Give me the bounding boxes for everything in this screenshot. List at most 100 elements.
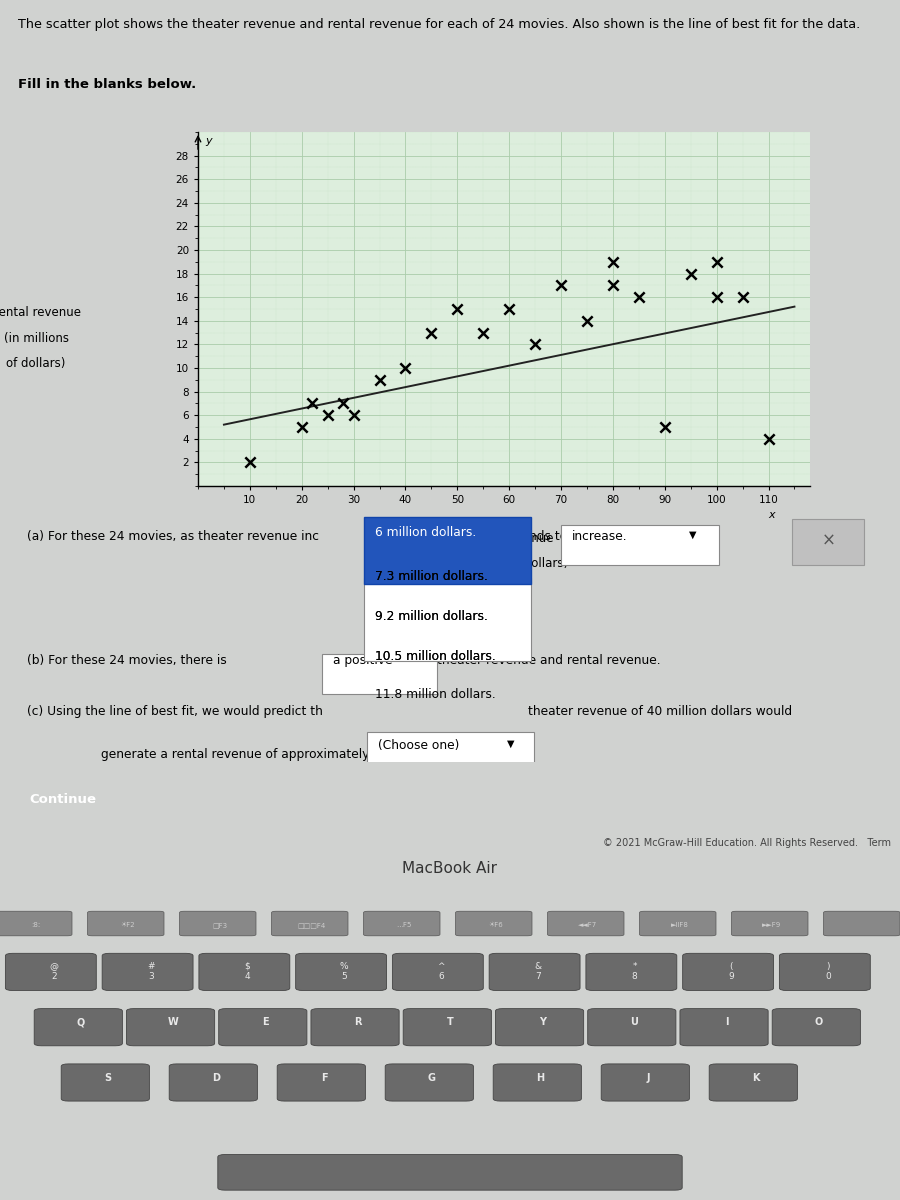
FancyBboxPatch shape (364, 577, 531, 661)
FancyBboxPatch shape (495, 1009, 583, 1045)
Point (580, 311, 594, 330)
Text: □□□F4: □□□F4 (298, 922, 326, 928)
Point (606, 252, 620, 271)
Text: ►IIF8: ►IIF8 (671, 922, 688, 928)
Text: a positive: a positive (333, 654, 392, 667)
Text: theater revenue and rental revenue.: theater revenue and rental revenue. (437, 654, 661, 667)
FancyBboxPatch shape (493, 1064, 581, 1102)
Text: I: I (725, 1018, 728, 1027)
FancyBboxPatch shape (732, 911, 808, 936)
Text: 10.5 million dollars.: 10.5 million dollars. (375, 649, 496, 662)
Text: Theater revenue: Theater revenue (454, 532, 554, 545)
Point (606, 276, 620, 295)
FancyBboxPatch shape (640, 911, 716, 936)
Text: ►►F9: ►►F9 (762, 922, 781, 928)
Text: #
3: # 3 (147, 962, 155, 982)
Text: 7.3 million dollars.: 7.3 million dollars. (375, 570, 489, 583)
Text: (c) Using the line of best fit, we would predict th: (c) Using the line of best fit, we would… (27, 706, 322, 719)
Point (709, 288, 724, 307)
Point (658, 418, 672, 437)
Text: (in millions: (in millions (4, 332, 68, 344)
FancyBboxPatch shape (179, 911, 256, 936)
Text: 11.8 million dollars.: 11.8 million dollars. (375, 689, 496, 702)
FancyBboxPatch shape (586, 953, 677, 990)
FancyBboxPatch shape (709, 1064, 797, 1102)
Point (320, 406, 335, 425)
Text: ▼: ▼ (689, 529, 697, 540)
Text: O: O (814, 1018, 824, 1027)
Text: 6 million dollars.: 6 million dollars. (375, 526, 477, 539)
FancyBboxPatch shape (87, 911, 164, 936)
Text: J: J (646, 1073, 650, 1082)
Point (305, 394, 320, 413)
Point (336, 394, 350, 413)
FancyBboxPatch shape (169, 1064, 257, 1102)
Point (554, 276, 568, 295)
Text: $
4: $ 4 (245, 962, 250, 982)
FancyBboxPatch shape (61, 1064, 149, 1102)
Point (346, 406, 361, 425)
Text: S: S (104, 1073, 112, 1082)
FancyBboxPatch shape (455, 911, 532, 936)
FancyBboxPatch shape (321, 654, 437, 694)
FancyBboxPatch shape (561, 524, 719, 565)
Point (709, 252, 724, 271)
Text: Continue: Continue (30, 793, 96, 805)
Point (476, 323, 491, 342)
FancyBboxPatch shape (364, 517, 531, 584)
Text: W: W (168, 1018, 178, 1027)
FancyBboxPatch shape (385, 1064, 473, 1102)
Text: 9.2 million dollars.: 9.2 million dollars. (375, 610, 489, 623)
Point (761, 430, 776, 449)
FancyBboxPatch shape (219, 1009, 307, 1045)
Text: *
8: * 8 (632, 962, 637, 982)
Text: D: D (212, 1073, 220, 1082)
Text: (in millions of dollars): (in millions of dollars) (440, 557, 568, 570)
Point (683, 264, 698, 283)
FancyBboxPatch shape (311, 1009, 399, 1045)
Point (424, 323, 438, 342)
Text: ☀F2: ☀F2 (121, 922, 135, 928)
Text: ☀F6: ☀F6 (489, 922, 503, 928)
Text: (b) For these 24 movies, there is: (b) For these 24 movies, there is (27, 654, 226, 667)
FancyBboxPatch shape (34, 1009, 122, 1045)
FancyBboxPatch shape (272, 911, 348, 936)
Text: □F3: □F3 (212, 922, 228, 928)
Text: K: K (752, 1073, 760, 1082)
Text: @
2: @ 2 (50, 962, 58, 982)
Text: nds to: nds to (529, 529, 568, 542)
Text: (
9: ( 9 (728, 962, 734, 982)
Text: x: x (769, 510, 775, 521)
FancyBboxPatch shape (680, 1009, 768, 1045)
FancyBboxPatch shape (218, 1154, 682, 1190)
Text: E: E (262, 1018, 269, 1027)
Text: of dollars): of dollars) (6, 358, 66, 370)
FancyBboxPatch shape (824, 911, 900, 936)
Point (399, 359, 413, 378)
Text: %
5: % 5 (340, 962, 348, 982)
Text: R: R (354, 1018, 362, 1027)
FancyBboxPatch shape (367, 732, 534, 769)
Text: F: F (320, 1073, 328, 1082)
Point (502, 300, 517, 319)
FancyBboxPatch shape (364, 911, 440, 936)
Point (735, 288, 750, 307)
Text: )
0: ) 0 (825, 962, 831, 982)
Text: ^
6: ^ 6 (437, 962, 445, 982)
FancyBboxPatch shape (295, 953, 387, 990)
Text: theater revenue of 40 million dollars would: theater revenue of 40 million dollars wo… (528, 706, 793, 719)
Text: ◄◄F7: ◄◄F7 (579, 922, 598, 928)
Text: &
7: & 7 (535, 962, 541, 982)
Text: T: T (446, 1018, 454, 1027)
FancyBboxPatch shape (601, 1064, 689, 1102)
Text: Q: Q (76, 1018, 86, 1027)
Text: (a) For these 24 movies, as theater revenue inc: (a) For these 24 movies, as theater reve… (27, 529, 319, 542)
Text: ×: × (822, 532, 835, 550)
Text: The scatter plot shows the theater revenue and rental revenue for each of 24 mov: The scatter plot shows the theater reven… (18, 18, 860, 31)
Text: Y: Y (539, 1018, 545, 1027)
Point (450, 300, 464, 319)
FancyBboxPatch shape (277, 1064, 365, 1102)
FancyBboxPatch shape (0, 911, 72, 936)
FancyBboxPatch shape (588, 1009, 676, 1045)
Text: 7.3 million dollars.: 7.3 million dollars. (375, 570, 489, 583)
